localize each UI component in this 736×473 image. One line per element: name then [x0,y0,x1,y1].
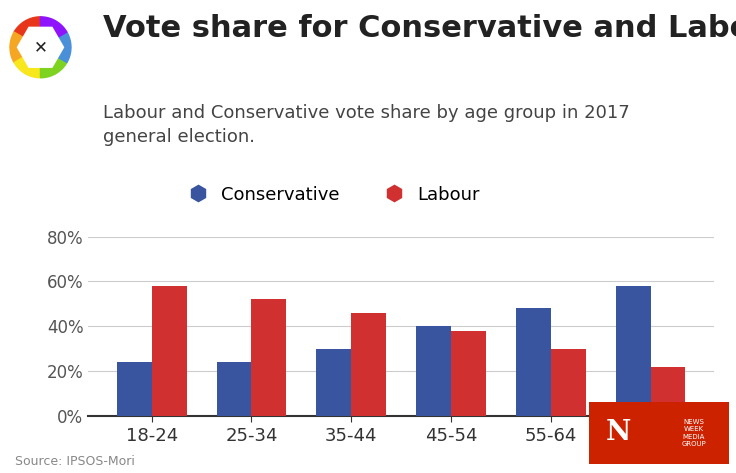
Bar [615,286,651,416]
Polygon shape [57,32,71,62]
Text: Vote share for Conservative and Labour: Vote share for Conservative and Labour [103,14,736,43]
Bar [516,308,551,416]
Bar [252,299,286,416]
Bar [451,331,486,416]
Text: ✕: ✕ [34,38,47,56]
Text: Source: IPSOS-Mori: Source: IPSOS-Mori [15,455,135,468]
FancyBboxPatch shape [659,402,729,464]
Polygon shape [14,57,40,78]
Text: Labour and Conservative vote share by age group in 2017
general election.: Labour and Conservative vote share by ag… [103,104,630,146]
Polygon shape [40,57,67,78]
Polygon shape [14,17,40,37]
Text: NEWS
WEEK
MEDIA
GROUP: NEWS WEEK MEDIA GROUP [682,419,706,447]
Bar [416,326,451,416]
Bar [117,362,152,416]
Bar [152,286,187,416]
Polygon shape [40,17,67,37]
Bar [551,349,586,416]
Text: N: N [606,419,631,447]
Bar [651,367,685,416]
Bar [316,349,351,416]
Polygon shape [10,32,24,62]
Legend: Conservative, Labour: Conservative, Labour [172,178,487,211]
Bar [351,313,386,416]
Bar [216,362,252,416]
FancyBboxPatch shape [589,402,659,464]
